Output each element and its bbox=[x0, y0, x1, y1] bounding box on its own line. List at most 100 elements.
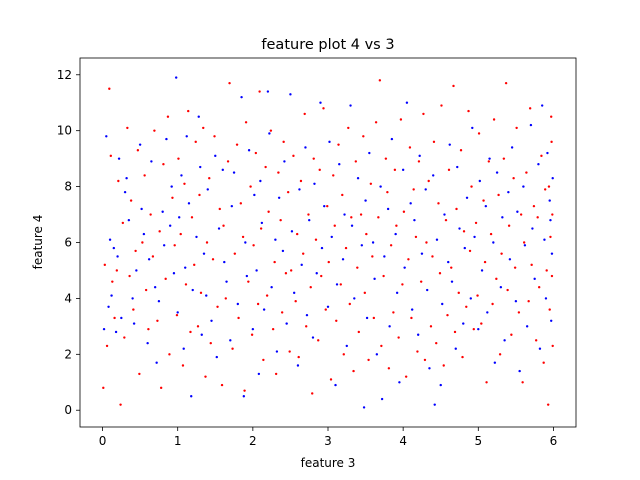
scatter-point bbox=[399, 118, 403, 121]
scatter-point bbox=[320, 246, 324, 250]
scatter-point bbox=[274, 238, 277, 241]
scatter-point bbox=[480, 322, 483, 325]
scatter-point bbox=[379, 185, 382, 188]
y-tick-label: 10 bbox=[57, 124, 72, 138]
plot-frame bbox=[79, 57, 577, 428]
chart-title: feature plot 4 vs 3 bbox=[261, 37, 394, 53]
scatter-point bbox=[416, 350, 419, 353]
scatter-point bbox=[285, 322, 288, 325]
scatter-point bbox=[397, 336, 400, 339]
scatter-point bbox=[359, 213, 363, 216]
scatter-point bbox=[515, 126, 518, 130]
scatter-point bbox=[299, 179, 303, 183]
scatter-point bbox=[300, 263, 303, 267]
scatter-point bbox=[209, 341, 212, 345]
scatter-point bbox=[480, 269, 484, 272]
scatter-point bbox=[389, 244, 393, 247]
scatter-point bbox=[350, 224, 354, 227]
scatter-point bbox=[390, 137, 394, 141]
scatter-point bbox=[330, 235, 333, 239]
scatter-point bbox=[432, 140, 436, 144]
scatter-point bbox=[146, 341, 149, 345]
scatter-point bbox=[267, 210, 270, 213]
scatter-point bbox=[221, 168, 224, 172]
y-tick-label: 2 bbox=[64, 347, 72, 361]
scatter-point bbox=[206, 188, 209, 191]
scatter-point bbox=[528, 107, 532, 110]
scatter-point bbox=[353, 297, 356, 300]
scatter-point bbox=[447, 168, 451, 172]
scatter-point bbox=[218, 207, 221, 211]
scatter-point bbox=[259, 179, 262, 183]
scatter-point bbox=[292, 291, 296, 295]
scatter-point bbox=[319, 101, 322, 104]
scatter-point bbox=[439, 383, 442, 387]
scatter-point bbox=[281, 249, 285, 253]
scatter-point bbox=[410, 308, 414, 311]
scatter-point bbox=[543, 238, 546, 241]
scatter-point bbox=[280, 311, 284, 314]
scatter-point bbox=[450, 266, 453, 269]
scatter-point bbox=[442, 364, 445, 367]
y-tick-label: 0 bbox=[64, 403, 72, 417]
scatter-point bbox=[273, 260, 276, 264]
scatter-point bbox=[407, 258, 410, 261]
scatter-point bbox=[412, 188, 415, 191]
scatter-point bbox=[296, 364, 300, 367]
scatter-point bbox=[165, 137, 168, 141]
scatter-point bbox=[435, 238, 439, 241]
scatter-point bbox=[550, 274, 554, 278]
x-tick-label: 1 bbox=[174, 434, 182, 448]
x-tick-label: 6 bbox=[550, 434, 558, 448]
scatter-point bbox=[448, 143, 451, 146]
scatter-point bbox=[223, 260, 226, 264]
scatter-point bbox=[153, 129, 156, 132]
scatter-point bbox=[517, 311, 521, 314]
scatter-point bbox=[183, 182, 186, 185]
scatter-point bbox=[373, 277, 376, 281]
scatter-point bbox=[433, 403, 436, 406]
scatter-point bbox=[161, 210, 164, 213]
scatter-point bbox=[282, 140, 285, 144]
scatter-point bbox=[138, 143, 142, 146]
scatter-point bbox=[247, 149, 251, 152]
scatter-point bbox=[155, 361, 158, 364]
scatter-point bbox=[497, 193, 500, 197]
scatter-point bbox=[277, 196, 281, 199]
scatter-point bbox=[143, 174, 146, 177]
scatter-point bbox=[318, 168, 321, 172]
scatter-point bbox=[492, 118, 496, 121]
scatter-point bbox=[467, 109, 470, 113]
scatter-point bbox=[416, 333, 420, 336]
scatter-point bbox=[180, 174, 183, 177]
scatter-point bbox=[457, 291, 460, 295]
scatter-point bbox=[286, 190, 290, 194]
scatter-point bbox=[205, 241, 209, 244]
scatter-point bbox=[360, 244, 364, 247]
scatter-point bbox=[222, 224, 225, 227]
scatter-point bbox=[386, 190, 389, 194]
scatter-point bbox=[446, 313, 449, 317]
scatter-point bbox=[343, 213, 346, 216]
scatter-point bbox=[341, 193, 344, 197]
scatter-point bbox=[147, 327, 150, 331]
scatter-point bbox=[462, 322, 465, 325]
scatter-point bbox=[305, 325, 308, 328]
scatter-point bbox=[350, 216, 353, 219]
scatter-point bbox=[450, 280, 454, 283]
scatter-point bbox=[253, 193, 256, 197]
scatter-point bbox=[503, 339, 506, 342]
scatter-point bbox=[545, 269, 548, 272]
scatter-point bbox=[260, 221, 264, 225]
scatter-point bbox=[177, 157, 180, 160]
scatter-point bbox=[337, 143, 340, 146]
scatter-point bbox=[199, 165, 202, 169]
scatter-point bbox=[107, 305, 110, 308]
scatter-point bbox=[324, 308, 327, 311]
scatter-point bbox=[482, 199, 485, 202]
scatter-point bbox=[501, 216, 504, 219]
scatter-point bbox=[304, 146, 307, 149]
scatter-point bbox=[226, 160, 230, 163]
scatter-point bbox=[525, 171, 528, 174]
scatter-point bbox=[176, 311, 179, 314]
